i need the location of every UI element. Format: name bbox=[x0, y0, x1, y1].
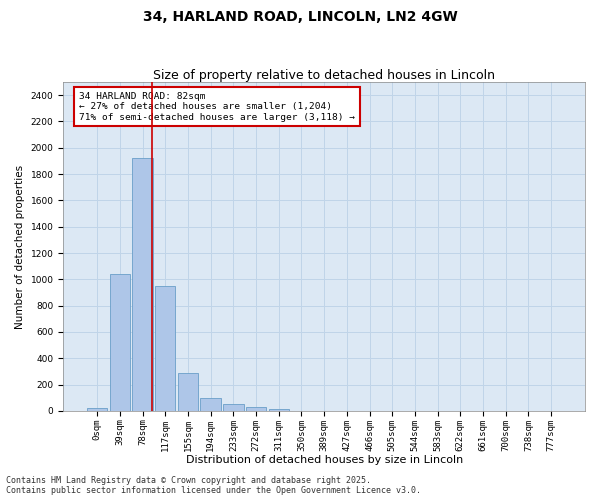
Bar bbox=[155, 286, 175, 411]
Bar bbox=[269, 409, 289, 411]
Bar bbox=[110, 274, 130, 411]
Bar bbox=[246, 407, 266, 411]
Bar bbox=[200, 398, 221, 411]
Bar bbox=[87, 408, 107, 411]
Bar bbox=[178, 373, 198, 411]
Text: 34, HARLAND ROAD, LINCOLN, LN2 4GW: 34, HARLAND ROAD, LINCOLN, LN2 4GW bbox=[143, 10, 457, 24]
Bar bbox=[223, 404, 244, 411]
Text: 34 HARLAND ROAD: 82sqm
← 27% of detached houses are smaller (1,204)
71% of semi-: 34 HARLAND ROAD: 82sqm ← 27% of detached… bbox=[79, 92, 355, 122]
Bar bbox=[133, 158, 153, 411]
Y-axis label: Number of detached properties: Number of detached properties bbox=[15, 164, 25, 328]
X-axis label: Distribution of detached houses by size in Lincoln: Distribution of detached houses by size … bbox=[185, 455, 463, 465]
Title: Size of property relative to detached houses in Lincoln: Size of property relative to detached ho… bbox=[153, 69, 495, 82]
Text: Contains HM Land Registry data © Crown copyright and database right 2025.
Contai: Contains HM Land Registry data © Crown c… bbox=[6, 476, 421, 495]
